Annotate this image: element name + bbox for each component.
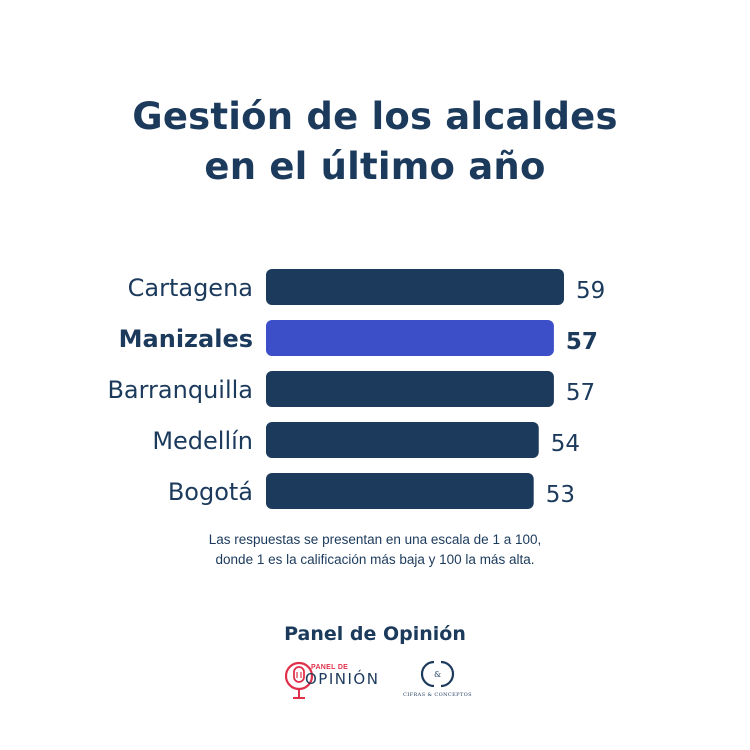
scale-note-line-1: Las respuestas se presentan en una escal… <box>208 532 542 547</box>
bar-barranquilla <box>266 371 554 407</box>
value-label: 59 <box>576 278 605 304</box>
panel-de-opinion-logo: PANEL DE OPINIÓN <box>283 656 383 704</box>
svg-text:&: & <box>434 670 441 679</box>
logo-panel-small-text: PANEL DE <box>311 664 349 671</box>
bar-medellín <box>266 422 539 458</box>
cifras-conceptos-logo: & CIFRAS & CONCEPTOS <box>400 656 475 704</box>
microphone-icon <box>284 661 314 699</box>
chart-title: Gestión de los alcaldes en el último año <box>0 92 750 192</box>
scale-note-line-2: donde 1 es la calificación más baja y 10… <box>215 552 535 567</box>
value-label: 53 <box>546 482 575 508</box>
bar-cartagena <box>266 269 564 305</box>
logo-panel-big-text: OPINIÓN <box>305 670 380 688</box>
category-label: Medellín <box>152 427 253 455</box>
scale-note: Las respuestas se presentan en una escal… <box>0 530 750 570</box>
category-label: Manizales <box>119 325 253 353</box>
chart-title-line-1: Gestión de los alcaldes <box>132 95 618 138</box>
value-label: 57 <box>566 380 595 406</box>
bar-manizales <box>266 320 554 356</box>
category-label: Cartagena <box>128 274 253 302</box>
footer-title: Panel de Opinión <box>284 623 466 645</box>
value-label: 57 <box>566 329 598 355</box>
value-label: 54 <box>551 431 580 457</box>
cc-monogram-icon: & <box>420 660 455 688</box>
category-label: Bogotá <box>168 478 253 506</box>
category-label: Barranquilla <box>107 376 253 404</box>
cc-logo-text: CIFRAS & CONCEPTOS <box>403 692 472 698</box>
bar-bogotá <box>266 473 534 509</box>
chart-title-line-2: en el último año <box>204 145 546 188</box>
bar-chart: Cartagena 59 Manizales 57 Barranquilla 57 Mede… <box>107 269 605 509</box>
